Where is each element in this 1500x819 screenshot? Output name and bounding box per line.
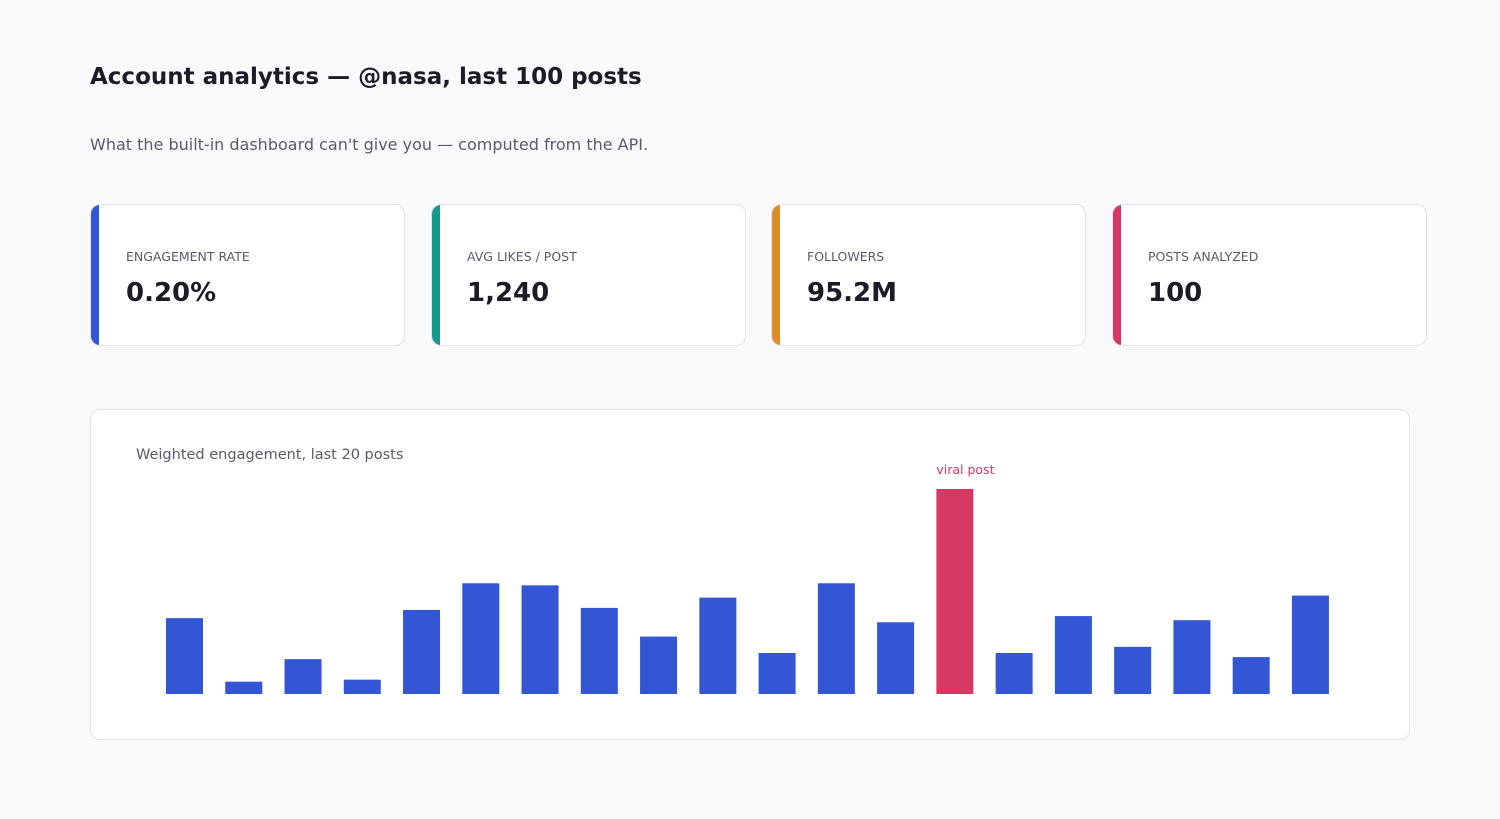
card-label: FOLLOWERS: [807, 249, 885, 264]
card-value: 95.2M: [807, 278, 898, 308]
bar: [580, 607, 618, 694]
bar: [284, 659, 322, 694]
card-value: 100: [1148, 278, 1203, 308]
page-subtitle: What the built-in dashboard can't give y…: [90, 135, 649, 154]
card-accent: [91, 205, 99, 345]
bar: [403, 609, 441, 694]
card-label: ENGAGEMENT RATE: [126, 249, 250, 264]
bar: [1173, 620, 1211, 694]
card-value: 0.20%: [126, 278, 217, 308]
bar: [877, 622, 915, 694]
bar: [343, 679, 381, 694]
card-accent: [432, 205, 440, 345]
bar: [166, 618, 203, 694]
bar: [1291, 595, 1329, 694]
bar: [225, 681, 263, 694]
bar: [699, 597, 737, 694]
bar: [521, 585, 559, 694]
kpi-card: FOLLOWERS 95.2M: [771, 204, 1086, 346]
kpi-card: AVG LIKES / POST 1,240: [431, 204, 746, 346]
kpi-card: ENGAGEMENT RATE 0.20%: [90, 204, 405, 346]
bar: [995, 653, 1033, 694]
bar: [936, 489, 974, 694]
page-title: Account analytics — @nasa, last 100 post…: [90, 64, 642, 90]
card-label: AVG LIKES / POST: [467, 249, 577, 264]
bar: [758, 653, 796, 694]
card-accent: [772, 205, 780, 345]
card-value: 1,240: [467, 278, 550, 308]
bar: [462, 583, 500, 694]
card-accent: [1113, 205, 1121, 345]
bar: [1114, 646, 1152, 694]
card-label: POSTS ANALYZED: [1148, 249, 1259, 264]
kpi-card: POSTS ANALYZED 100: [1112, 204, 1427, 346]
chart-title: Weighted engagement, last 20 posts: [136, 447, 404, 463]
bar-annotation: viral post: [936, 462, 994, 477]
bar: [640, 636, 678, 694]
chart: viral post: [166, 462, 1329, 694]
bar: [1232, 657, 1270, 694]
bar: [1054, 616, 1092, 694]
bar: [817, 583, 855, 694]
chart-panel: Weighted engagement, last 20 posts viral…: [90, 409, 1410, 740]
